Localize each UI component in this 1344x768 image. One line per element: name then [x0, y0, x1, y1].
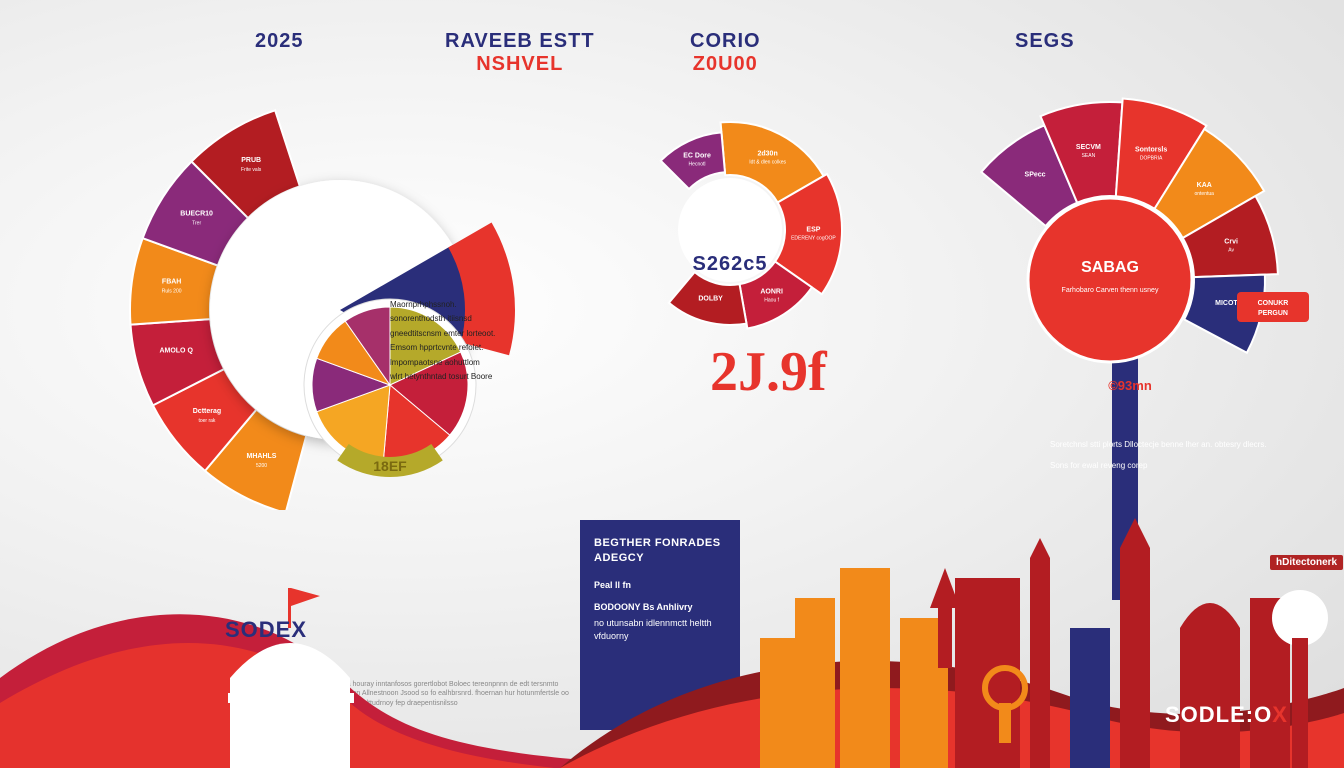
svg-text:BUECR10: BUECR10: [180, 211, 213, 218]
svg-text:Trer: Trer: [192, 221, 201, 227]
svg-text:EC Dore: EC Dore: [683, 152, 711, 159]
svg-text:Av: Av: [1228, 247, 1234, 253]
header-3: CORIO Z0U00: [690, 30, 761, 76]
svg-text:DOLBY: DOLBY: [698, 295, 723, 302]
svg-text:SEAN: SEAN: [1082, 153, 1096, 159]
svg-text:SABAG: SABAG: [1081, 259, 1139, 276]
svg-text:Crvi: Crvi: [1224, 238, 1238, 245]
svg-text:Idt & dlen colkes: Idt & dlen colkes: [749, 160, 786, 166]
header-2-line2: NSHVEL: [445, 53, 595, 76]
right-text-p1: Soretchnsl stti plorts Dlloctecje benne …: [1050, 440, 1270, 451]
svg-text:AMOLO Q: AMOLO Q: [159, 347, 193, 354]
svg-text:18EF: 18EF: [373, 458, 407, 474]
center-text-block: Maornprhphssnoh.sonorenthodsth itiisnsdg…: [390, 300, 570, 386]
header-1-line1: 2025: [255, 30, 304, 53]
svg-text:Frite vals: Frite vals: [241, 167, 262, 173]
brand-right-x: X: [1272, 702, 1288, 728]
header-4: SEGS: [1015, 30, 1075, 53]
svg-text:toer rak: toer rak: [198, 418, 215, 424]
right-text-p2: Sons for ewal reveng corep: [1050, 461, 1270, 472]
header-3-line1: CORIO: [690, 30, 761, 53]
right-fan-chart: SPecc SECVM SEAN Sontorsls DOPBRIA KAA ontentu…: [910, 70, 1340, 430]
big-stat-number: 2J.9f: [710, 340, 827, 404]
brand-right: SODLE:OX: [1165, 702, 1288, 728]
svg-text:SECVM: SECVM: [1076, 144, 1101, 151]
svg-text:5200: 5200: [256, 463, 267, 469]
svg-text:MICOT: MICOT: [1215, 300, 1238, 307]
svg-text:FBAH: FBAH: [162, 278, 181, 285]
svg-text:ontentua: ontentua: [1194, 191, 1214, 197]
header-3-line2: Z0U00: [690, 53, 761, 76]
svg-text:Farhobaro Carven thenn usney: Farhobaro Carven thenn usney: [1062, 287, 1159, 294]
svg-text:2d30n: 2d30n: [758, 151, 778, 158]
brand-left: SODEX: [225, 617, 307, 643]
header-2-line1: RAVEEB ESTT: [445, 30, 595, 53]
svg-text:Ruls 200: Ruls 200: [162, 288, 182, 294]
building-silhouette: [190, 548, 390, 768]
svg-text:S262c5: S262c5: [693, 253, 768, 275]
svg-text:Hecnotl: Hecnotl: [689, 161, 706, 167]
skyline-silhouette: [740, 508, 1344, 768]
header-2: RAVEEB ESTT NSHVEL: [445, 30, 595, 76]
svg-text:DOPBRIA: DOPBRIA: [1140, 156, 1163, 162]
mid-donut-chart: 2d30n Idt & dlen colkes ESP EDERENY cogOOP A…: [600, 100, 860, 360]
svg-text:Sontorsls: Sontorsls: [1135, 147, 1167, 154]
svg-text:AONRI: AONRI: [760, 288, 783, 295]
header-4-line1: SEGS: [1015, 30, 1075, 53]
brand-right-pre: SODLE:O: [1165, 702, 1272, 727]
header-1: 2025: [255, 30, 304, 53]
svg-text:ESP: ESP: [806, 227, 820, 234]
svg-text:Dctterag: Dctterag: [193, 408, 221, 415]
svg-text:SPecc: SPecc: [1025, 172, 1046, 179]
svg-text:MHAHLS: MHAHLS: [247, 453, 277, 460]
svg-text:CONUKR: CONUKR: [1258, 300, 1289, 307]
svg-text:PERGUN: PERGUN: [1258, 310, 1288, 317]
svg-text:PRUB: PRUB: [241, 157, 261, 164]
svg-text:EDERENY cogOOP: EDERENY cogOOP: [791, 236, 836, 242]
right-text-block: Soretchnsl stti plorts Dlloctecje benne …: [1050, 440, 1270, 482]
svg-text:Haou f: Haou f: [764, 297, 779, 303]
svg-text:KAA: KAA: [1197, 182, 1212, 189]
svg-text:©93mn: ©93mn: [1108, 378, 1152, 393]
